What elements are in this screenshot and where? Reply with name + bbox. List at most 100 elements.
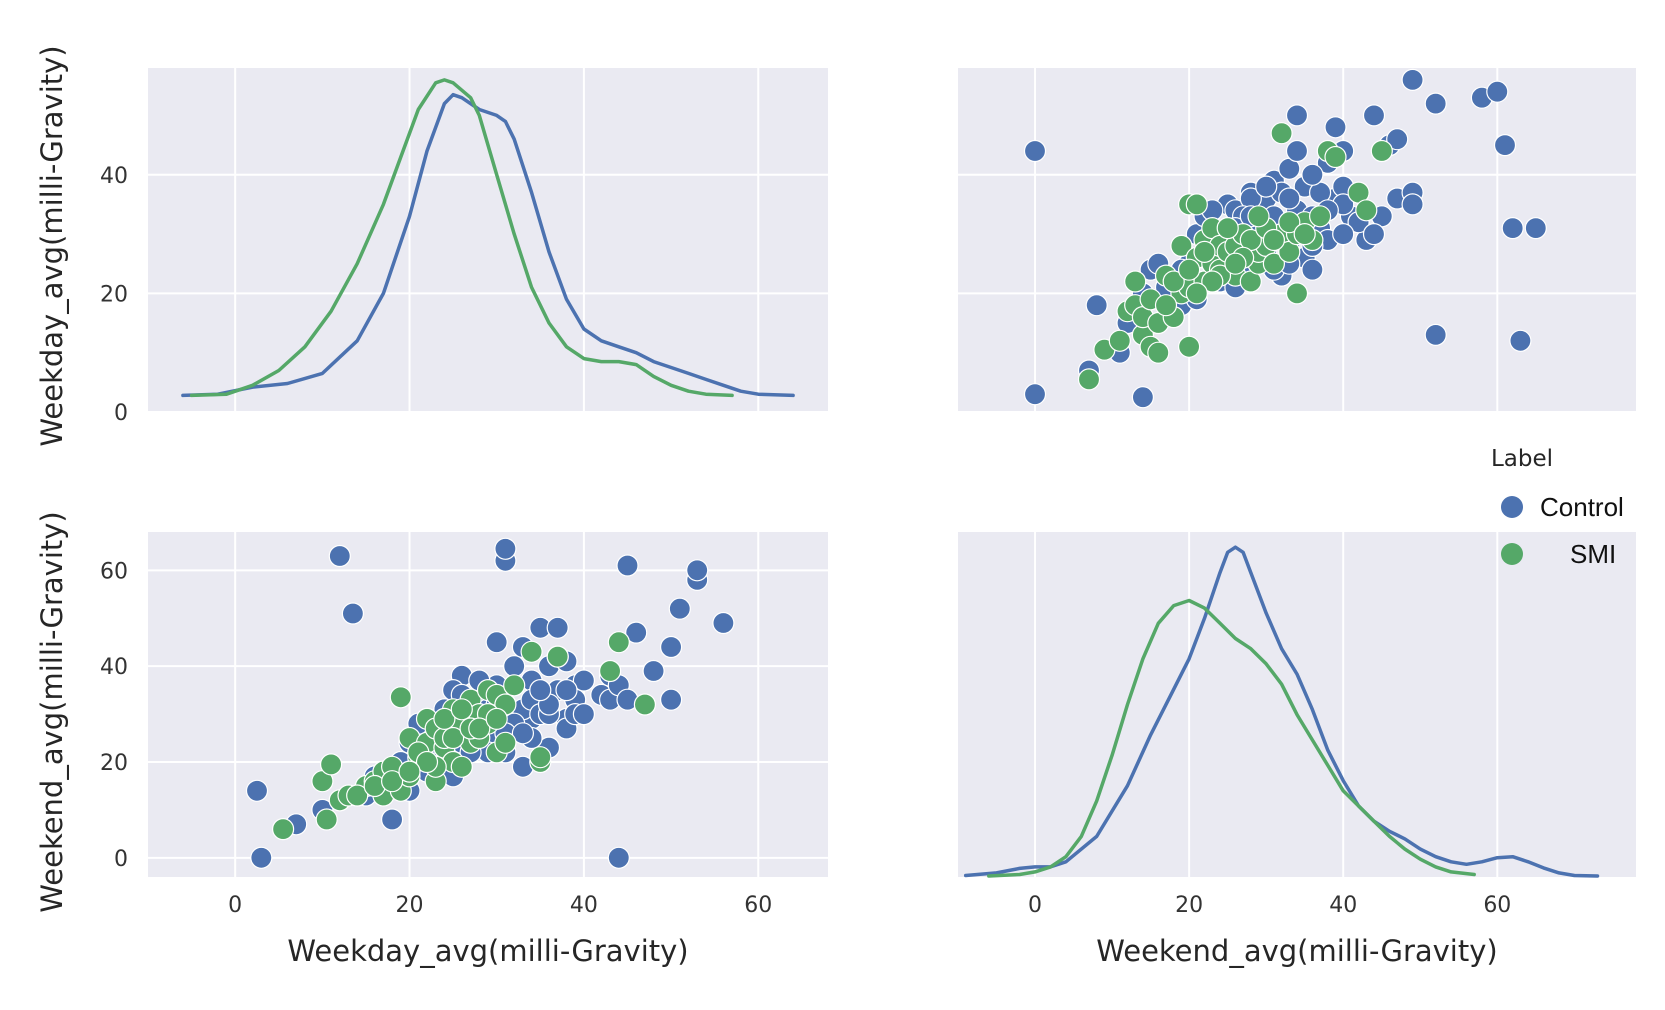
weekday-vs-weekend-scatter-smi-point-46 [381, 770, 404, 793]
weekday-vs-weekend-scatter-control-point-4 [250, 846, 273, 869]
weekend-vs-weekday-scatter-smi-point-54 [1193, 240, 1216, 263]
weekend-vs-weekday-scatter-control-point-78 [1278, 187, 1301, 210]
weekend-vs-weekday-scatter-control-point-39 [1285, 104, 1309, 127]
weekday-vs-weekend-scatter-control-point-44 [546, 616, 569, 639]
weekday-vs-weekend-scatter-x-tick-label-1: 20 [396, 893, 424, 918]
weekend-vs-weekday-scatter-smi-point-2 [1108, 329, 1131, 352]
weekday-vs-weekend-scatter-control-point-30 [485, 631, 508, 654]
weekend-vs-weekday-scatter-control-point-3 [1085, 294, 1108, 317]
weekday-vs-weekend-scatter-smi-point-52 [433, 707, 456, 731]
weekday-vs-weekend-scatter-smi-point-36 [503, 674, 526, 697]
weekday-vs-weekend-scatter-x-tick-label-2: 40 [570, 893, 598, 918]
weekday-vs-weekend-scatter-control-point-101 [529, 678, 552, 702]
weekday-vs-weekend-scatter-smi-point-41 [598, 659, 622, 683]
weekday-kde-y-tick-label-0: 0 [114, 401, 128, 426]
weekend-vs-weekday-scatter-smi-point-52 [1154, 294, 1178, 317]
weekend-vs-weekday-scatter-smi-point-53 [1162, 270, 1185, 293]
weekend-kde-control-line [963, 545, 1600, 878]
weekday-vs-weekend-scatter-control-point-71 [503, 655, 526, 678]
panel-weekday-vs-weekend: 0 20 40 60 0 20 40 60 [100, 532, 828, 918]
weekday-vs-weekend-scatter-y-tick-label-2: 40 [100, 655, 128, 680]
weekend-vs-weekday-scatter-control-point-38 [1285, 139, 1309, 163]
weekend-vs-weekday-scatter-control-point-2 [1131, 386, 1155, 409]
weekday-vs-weekend-scatter-control-point-63 [712, 611, 735, 635]
legend-marker-control [1501, 496, 1523, 518]
y-axis-label-top: Weekday_avg(milli-Gravity) [35, 45, 69, 446]
weekday-vs-weekend-scatter-x-tick-label-0: 0 [228, 893, 242, 918]
weekday-vs-weekend-scatter-smi-point-55 [450, 698, 473, 721]
weekday-vs-weekend-scatter-control-point-95 [572, 702, 596, 726]
weekend-vs-weekday-scatter-control-point-1 [1023, 383, 1047, 406]
weekday-kde-smi-line [189, 78, 734, 398]
legend: Label Control SMI [1491, 446, 1624, 569]
weekday-vs-weekend-scatter-smi-point-53 [415, 750, 439, 774]
weekend-vs-weekday-scatter-smi-point-15 [1170, 234, 1193, 257]
weekend-kde-x-tick-label-3: 60 [1483, 893, 1511, 918]
weekend-vs-weekday-scatter-smi-point-5 [1124, 270, 1147, 293]
weekend-vs-weekday-scatter-smi-point-10 [1147, 341, 1170, 364]
panel-weekend-kde-background [958, 532, 1636, 877]
weekday-vs-weekend-scatter-control-point-6 [245, 779, 269, 802]
x-axis-label-right: Weekend_avg(milli-Gravity) [1096, 934, 1497, 968]
weekday-vs-weekend-scatter-smi-point-39 [529, 746, 552, 769]
weekday-vs-weekend-scatter-y-tick-label-0: 0 [114, 847, 128, 872]
weekend-kde-smi-line [987, 598, 1476, 878]
weekend-vs-weekday-scatter-control-point-67 [1493, 134, 1517, 157]
weekend-vs-weekday-scatter-smi-point-35 [1262, 252, 1286, 275]
weekday-vs-weekend-scatter-control-point-57 [642, 659, 665, 683]
weekend-kde-x-tick-label-0: 0 [1028, 893, 1042, 918]
weekday-vs-weekend-scatter-smi-point-44 [346, 784, 369, 807]
weekend-vs-weekday-scatter-control-point-69 [1509, 329, 1532, 352]
panel-weekend-kde: 0 20 40 60 [963, 532, 1600, 918]
legend-marker-smi [1501, 543, 1523, 565]
weekday-vs-weekend-scatter-smi-point-40 [546, 645, 569, 668]
weekend-vs-weekday-scatter-control-point-66 [1486, 80, 1509, 103]
weekend-vs-weekday-scatter-control-point-95 [1362, 223, 1386, 246]
weekend-vs-weekday-scatter-smi-point-47 [1355, 199, 1378, 222]
weekend-vs-weekday-scatter-smi-point-37 [1270, 122, 1293, 145]
weekend-vs-weekday-scatter-smi-point-63 [1247, 205, 1270, 228]
weekend-vs-weekday-scatter-control-point-70 [1524, 217, 1547, 240]
weekday-kde-y-tick-label-1: 20 [100, 282, 128, 307]
weekend-vs-weekday-scatter-smi-point-57 [1262, 228, 1286, 252]
weekday-vs-weekend-scatter-control-point-59 [659, 635, 683, 659]
weekday-vs-weekend-scatter-control-point-1 [341, 602, 364, 625]
weekday-vs-weekend-scatter-control-point-55 [616, 554, 639, 577]
weekend-vs-weekday-scatter-smi-point-45 [1324, 145, 1347, 169]
weekday-vs-weekend-scatter-x-tick-label-3: 60 [744, 893, 772, 918]
weekend-vs-weekday-scatter-control-point-96 [1255, 175, 1278, 198]
weekend-vs-weekday-scatter-smi-point-16 [1177, 335, 1201, 358]
legend-title: Label [1491, 446, 1553, 472]
weekend-vs-weekday-scatter-smi-point-62 [1185, 282, 1208, 305]
weekend-vs-weekday-scatter-control-point-61 [1401, 193, 1424, 216]
weekend-vs-weekday-scatter-smi-point-48 [1370, 139, 1393, 163]
weekday-kde-y-tick-label-2: 40 [100, 164, 128, 189]
weekend-vs-weekday-scatter-control-point-104 [1301, 163, 1324, 186]
panel-weekend-vs-weekday [958, 68, 1636, 413]
weekday-vs-weekend-scatter-smi-point-54 [398, 760, 421, 783]
weekday-vs-weekend-scatter-smi-point-2 [315, 808, 338, 831]
weekday-kde-control-line [181, 92, 795, 398]
weekend-vs-weekday-scatter-smi-point-43 [1308, 205, 1332, 228]
panel-weekday-kde-background [148, 68, 828, 412]
weekend-vs-weekday-scatter-control-point-103 [1332, 223, 1355, 246]
panel-weekday-kde: 0 20 40 [100, 68, 828, 426]
weekday-vs-weekend-scatter-smi-point-49 [442, 726, 465, 750]
weekday-vs-weekend-scatter-control-point-62 [686, 559, 709, 582]
weekday-vs-weekend-scatter-smi-point-56 [468, 717, 491, 740]
x-axis-label-left: Weekday_avg(milli-Gravity) [287, 934, 688, 968]
weekend-vs-weekday-scatter-smi-point-0 [1077, 368, 1101, 391]
weekend-vs-weekday-scatter-control-point-49 [1324, 116, 1347, 139]
weekday-vs-weekend-scatter-smi-point-37 [520, 640, 543, 663]
weekday-vs-weekend-scatter-smi-point-35 [494, 731, 517, 754]
legend-label-smi: SMI [1570, 539, 1616, 569]
weekend-vs-weekday-scatter-smi-point-60 [1177, 258, 1201, 281]
weekend-vs-weekday-scatter-smi-point-58 [1278, 211, 1301, 234]
weekday-vs-weekend-scatter-control-point-3 [494, 537, 517, 560]
weekday-vs-weekend-scatter-smi-point-57 [485, 707, 508, 731]
weekend-vs-weekday-scatter-control-point-62 [1401, 68, 1424, 92]
weekday-vs-weekend-scatter-smi-point-43 [633, 693, 657, 716]
weekday-vs-weekend-scatter-control-point-56 [625, 621, 648, 644]
y-axis-label-bottom: Weekend_avg(milli-Gravity) [35, 511, 69, 912]
